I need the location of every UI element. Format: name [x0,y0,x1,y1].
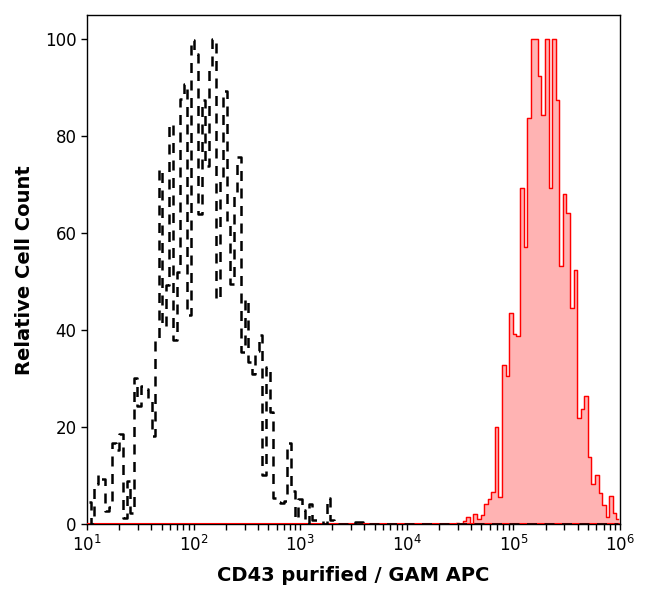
X-axis label: CD43 purified / GAM APC: CD43 purified / GAM APC [217,566,490,585]
Y-axis label: Relative Cell Count: Relative Cell Count [15,165,34,374]
